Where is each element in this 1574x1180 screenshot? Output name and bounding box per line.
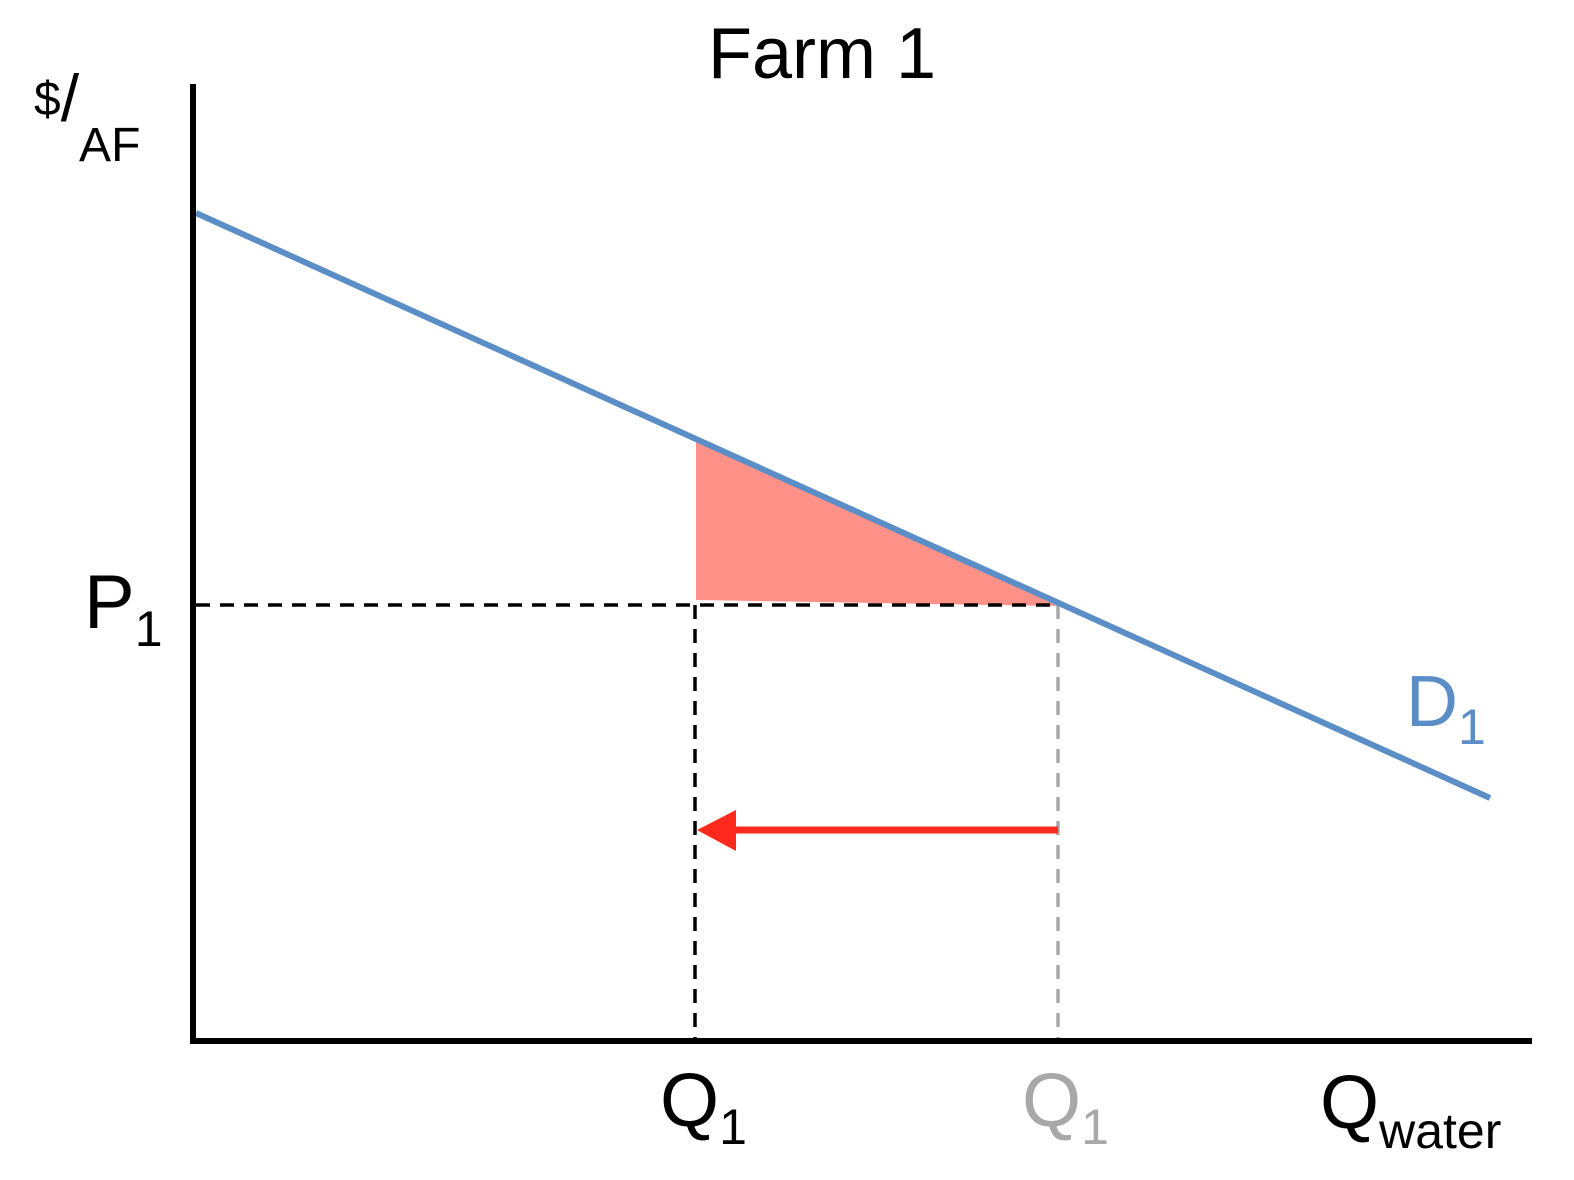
price-label-subscript: 1 bbox=[135, 601, 163, 657]
x-axis-label: Qwater bbox=[1320, 1060, 1501, 1159]
demand-label-subscript: 1 bbox=[1458, 699, 1486, 755]
price-label-main: P bbox=[84, 560, 135, 645]
demand-label: D1 bbox=[1406, 662, 1486, 755]
y-axis-label-slash: / bbox=[61, 61, 80, 135]
y-axis-label: $/AF bbox=[34, 61, 140, 172]
demand-curve bbox=[194, 210, 1492, 801]
new-quantity-label-subscript: 1 bbox=[719, 1099, 747, 1155]
new-quantity-label: Q1 bbox=[660, 1058, 747, 1155]
new-quantity-label-main: Q bbox=[660, 1058, 719, 1143]
old-quantity-label: Q1 bbox=[1022, 1058, 1109, 1155]
y-axis-label-unit: AF bbox=[79, 119, 140, 172]
price-label: P1 bbox=[84, 560, 163, 657]
x-axis-label-subscript: water bbox=[1378, 1103, 1501, 1159]
y-axis-label-dollar: $ bbox=[34, 73, 61, 126]
diagram-title: Farm 1 bbox=[708, 14, 936, 94]
x-axis-label-main: Q bbox=[1320, 1060, 1379, 1145]
old-quantity-label-main: Q bbox=[1022, 1058, 1081, 1143]
old-quantity-label-subscript: 1 bbox=[1081, 1099, 1109, 1155]
demand-label-main: D bbox=[1406, 662, 1458, 742]
quantity-reduction-arrow-head bbox=[697, 810, 736, 851]
